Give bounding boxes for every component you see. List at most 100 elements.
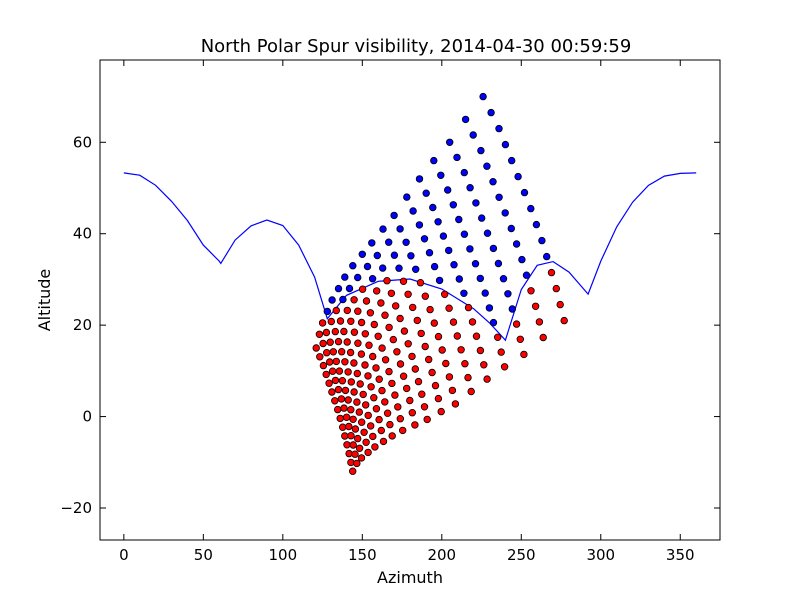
point-hidden bbox=[375, 375, 383, 383]
point-visible bbox=[412, 265, 420, 273]
point-hidden bbox=[353, 369, 361, 378]
point-visible bbox=[494, 259, 503, 268]
point-visible bbox=[437, 171, 445, 179]
point-visible bbox=[501, 209, 509, 217]
point-hidden bbox=[408, 352, 416, 361]
point-hidden bbox=[500, 363, 509, 371]
point-visible bbox=[422, 189, 430, 197]
point-hidden bbox=[392, 302, 400, 310]
point-hidden bbox=[362, 438, 370, 446]
point-hidden bbox=[393, 348, 401, 356]
point-visible bbox=[328, 296, 336, 304]
point-visible bbox=[460, 230, 469, 238]
point-hidden bbox=[344, 368, 352, 376]
point-hidden bbox=[364, 411, 372, 420]
point-hidden bbox=[358, 418, 366, 426]
point-visible bbox=[460, 168, 468, 177]
point-hidden bbox=[413, 316, 421, 325]
point-hidden bbox=[369, 352, 377, 361]
point-hidden bbox=[370, 394, 378, 402]
point-hidden bbox=[399, 277, 408, 285]
point-hidden bbox=[339, 423, 347, 431]
point-visible bbox=[425, 248, 434, 257]
point-hidden bbox=[329, 348, 337, 356]
point-visible bbox=[495, 193, 503, 201]
point-hidden bbox=[404, 290, 412, 298]
point-hidden bbox=[334, 405, 342, 414]
point-hidden bbox=[428, 368, 436, 377]
point-visible bbox=[507, 224, 515, 233]
point-hidden bbox=[417, 329, 425, 338]
point-visible bbox=[379, 225, 387, 233]
point-hidden bbox=[381, 311, 389, 319]
point-hidden bbox=[341, 432, 349, 440]
point-hidden bbox=[332, 306, 340, 315]
point-visible bbox=[430, 156, 438, 165]
point-visible bbox=[479, 92, 487, 101]
point-hidden bbox=[480, 361, 488, 369]
point-hidden bbox=[399, 372, 408, 380]
point-visible bbox=[460, 289, 468, 297]
point-visible bbox=[420, 235, 429, 243]
point-hidden bbox=[416, 279, 425, 287]
point-hidden bbox=[377, 426, 385, 435]
point-visible bbox=[485, 304, 494, 312]
point-visible bbox=[429, 203, 437, 212]
point-visible bbox=[373, 251, 381, 260]
point-hidden bbox=[430, 319, 438, 327]
point-visible bbox=[483, 162, 491, 170]
point-hidden bbox=[497, 348, 505, 356]
point-visible bbox=[430, 262, 439, 271]
point-hidden bbox=[353, 398, 361, 406]
point-visible bbox=[368, 275, 377, 283]
point-hidden bbox=[337, 395, 346, 403]
y-tick-label: −20 bbox=[60, 499, 92, 517]
point-hidden bbox=[355, 408, 363, 416]
point-visible bbox=[499, 275, 508, 283]
point-hidden bbox=[445, 304, 453, 312]
chart-title: North Polar Spur visibility, 2014-04-30 … bbox=[201, 36, 632, 57]
x-tick-label: 0 bbox=[119, 546, 129, 564]
point-visible bbox=[345, 284, 354, 293]
point-hidden bbox=[349, 441, 357, 449]
point-hidden bbox=[356, 380, 364, 388]
point-hidden bbox=[354, 434, 362, 443]
point-hidden bbox=[340, 327, 348, 336]
point-visible bbox=[395, 264, 403, 272]
point-hidden bbox=[383, 277, 391, 285]
point-visible bbox=[522, 271, 531, 279]
point-visible bbox=[487, 108, 495, 117]
point-visible bbox=[415, 221, 424, 229]
y-axis-label: Altitude bbox=[35, 269, 54, 332]
point-hidden bbox=[338, 377, 347, 385]
point-hidden bbox=[350, 296, 358, 304]
point-hidden bbox=[387, 289, 396, 297]
point-visible bbox=[520, 188, 529, 197]
y-tick-label: 20 bbox=[73, 316, 92, 334]
point-visible bbox=[368, 239, 376, 247]
point-hidden bbox=[351, 450, 359, 458]
point-hidden bbox=[378, 344, 386, 352]
point-hidden bbox=[404, 340, 412, 348]
x-axis: 0 50 100 150 200 250 300 350 bbox=[119, 60, 695, 564]
point-hidden bbox=[411, 421, 419, 429]
point-visible bbox=[489, 318, 498, 327]
point-hidden bbox=[365, 341, 373, 349]
point-hidden bbox=[347, 378, 355, 386]
point-visible bbox=[543, 252, 551, 261]
point-hidden bbox=[388, 379, 396, 388]
point-visible bbox=[466, 183, 474, 192]
point-hidden bbox=[344, 396, 352, 404]
point-visible bbox=[407, 252, 415, 260]
point-hidden bbox=[357, 350, 366, 358]
point-hidden bbox=[448, 386, 457, 395]
point-visible bbox=[461, 115, 470, 124]
point-hidden bbox=[316, 353, 324, 361]
point-hidden bbox=[366, 309, 375, 317]
y-tick-label: 0 bbox=[82, 408, 92, 426]
point-hidden bbox=[350, 388, 358, 396]
point-hidden bbox=[332, 357, 340, 366]
point-hidden bbox=[350, 359, 358, 367]
point-hidden bbox=[476, 346, 485, 355]
point-visible bbox=[354, 273, 362, 282]
